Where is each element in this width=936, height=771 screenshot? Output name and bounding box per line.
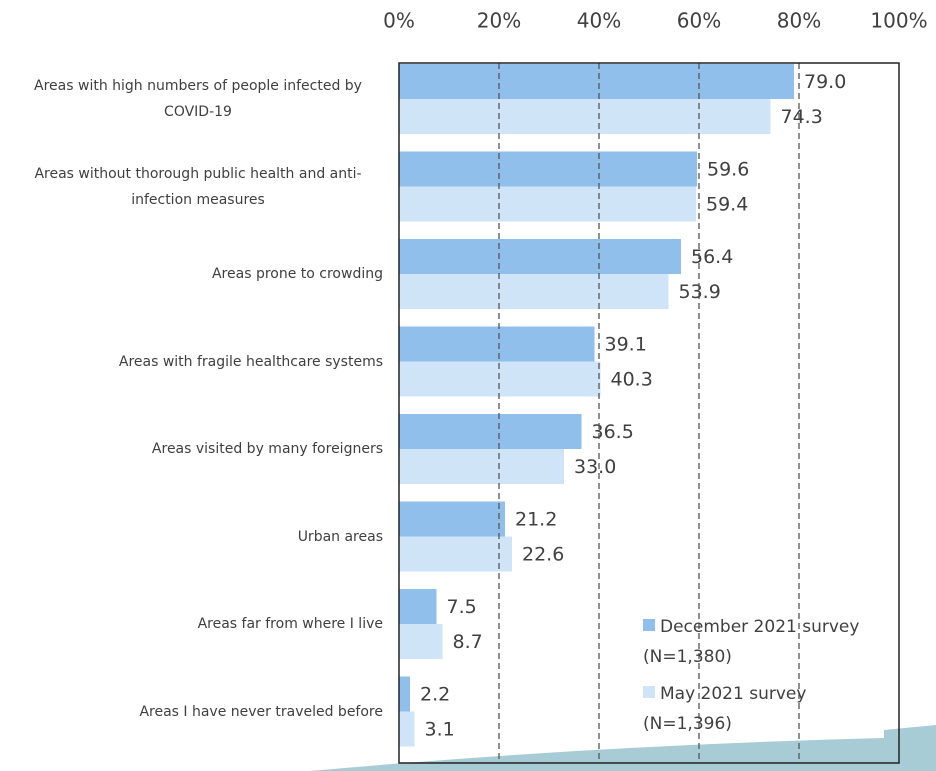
category-label: Areas with fragile healthcare systems (13, 349, 383, 375)
value-label: 39.1 (605, 334, 647, 356)
category-label: Areas visited by many foreigners (13, 436, 383, 462)
value-label: 22.6 (522, 544, 564, 566)
category-label: Areas I have never traveled before (13, 699, 383, 725)
category-label: Urban areas (13, 524, 383, 550)
value-label: 59.4 (706, 194, 748, 216)
value-label: 3.1 (425, 719, 455, 741)
legend-note: (N=1,380) (643, 647, 732, 667)
value-label: 33.0 (574, 456, 616, 478)
value-label: 21.2 (515, 509, 557, 531)
category-text: Areas far from where I live (197, 616, 383, 632)
value-label: 74.3 (781, 106, 823, 128)
value-label: 59.6 (707, 159, 749, 181)
value-label: 53.9 (679, 281, 721, 303)
bar (399, 676, 410, 712)
category-text: Urban areas (297, 528, 383, 545)
value-label: 56.4 (691, 246, 733, 268)
bar (399, 536, 512, 572)
category-text: Areas with high numbers of people infect… (34, 78, 362, 120)
bar (399, 501, 505, 537)
bar (399, 589, 437, 624)
bar (399, 361, 601, 397)
bar (399, 711, 415, 747)
plot-frame (398, 62, 900, 764)
x-tick-label: 60% (677, 9, 721, 33)
category-label: Areas prone to crowding (13, 261, 383, 287)
bar (399, 274, 669, 309)
x-tick-label: 80% (777, 9, 821, 33)
bar (399, 186, 696, 222)
bar (399, 64, 794, 99)
category-text: Areas prone to crowding (211, 266, 383, 282)
legend-note: (N=1,396) (643, 714, 732, 734)
legend-swatch (643, 619, 655, 631)
value-label: 8.7 (453, 631, 483, 653)
x-tick-label: 20% (477, 9, 521, 33)
decoration-wave (310, 725, 936, 771)
legend-label: May 2021 survey (660, 684, 806, 704)
bar (399, 624, 443, 659)
bar (399, 449, 564, 484)
value-label: 2.2 (420, 684, 450, 706)
x-tick-label: 40% (577, 9, 621, 33)
value-label: 40.3 (611, 369, 653, 391)
category-label: Areas without thorough public health and… (13, 161, 383, 213)
value-label: 7.5 (447, 596, 477, 618)
legend-label: December 2021 survey (660, 617, 859, 637)
category-text: Areas with fragile healthcare systems (118, 353, 383, 370)
bar (399, 99, 771, 134)
legend-swatch (643, 686, 655, 698)
category-text: Areas visited by many foreigners (151, 441, 383, 457)
category-text: Areas without thorough public health and… (34, 165, 362, 208)
value-label: 36.5 (592, 421, 634, 443)
bar (399, 239, 681, 274)
category-label: Areas far from where I live (13, 611, 383, 637)
x-tick-label: 100% (870, 9, 927, 33)
category-text: Areas I have never traveled before (139, 703, 383, 720)
category-label: Areas with high numbers of people infect… (13, 73, 383, 125)
bar (399, 414, 582, 449)
x-tick-label: 0% (383, 9, 415, 33)
bar (399, 151, 697, 187)
bar (399, 326, 595, 362)
value-label: 79.0 (804, 71, 846, 93)
